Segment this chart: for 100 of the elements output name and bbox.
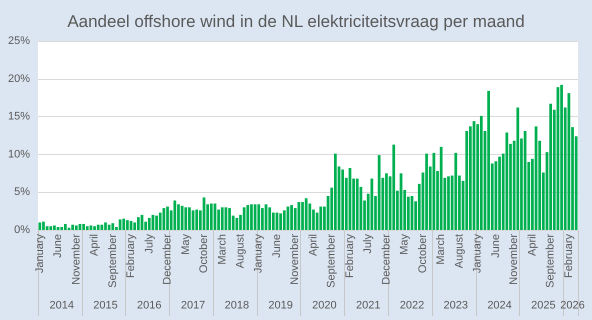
bar (108, 224, 111, 230)
x-tick-label: February (344, 234, 356, 278)
bar (246, 205, 250, 230)
bar (42, 222, 45, 230)
bar (264, 204, 268, 230)
x-tick-label: November (289, 234, 302, 285)
y-tick-label: 10% (8, 148, 30, 160)
bar (454, 152, 458, 230)
bar (202, 197, 206, 230)
bar (148, 218, 151, 230)
bar (505, 132, 508, 230)
text: 2023 (444, 300, 468, 312)
x-tick-label: March (435, 234, 448, 265)
bar (301, 202, 304, 230)
bar (38, 222, 42, 230)
bar (440, 146, 443, 230)
bar (177, 204, 180, 230)
bar (385, 173, 388, 230)
bar (534, 126, 538, 230)
bar (524, 130, 526, 230)
bar (152, 214, 154, 230)
bar (298, 202, 300, 230)
bar (56, 226, 60, 230)
bar (136, 217, 140, 230)
bar (250, 204, 253, 230)
bar (400, 173, 402, 230)
bar (82, 224, 85, 230)
bar (568, 93, 570, 230)
text: 2018 (224, 300, 250, 312)
y-tick-label: 25% (8, 35, 30, 47)
bar (118, 219, 122, 230)
bar (410, 196, 414, 230)
x-tick-label: February (562, 234, 575, 278)
chart-title: Aandeel offshore wind in de NL elektriciteitsvraag per maand (67, 12, 525, 31)
bar (122, 218, 126, 230)
bar (392, 144, 396, 230)
bar (180, 206, 184, 230)
text: 2014 (49, 300, 74, 312)
bar (195, 210, 198, 230)
x-tick-label: December (380, 234, 392, 285)
bar (214, 204, 216, 230)
bar (220, 207, 224, 230)
text: 2021 (356, 300, 380, 312)
bar (228, 208, 231, 230)
bar (140, 214, 144, 230)
bar (432, 152, 436, 230)
bar (516, 108, 520, 230)
x-tick-label: July (143, 234, 156, 254)
text: 2026 (560, 300, 585, 312)
bar (286, 206, 290, 230)
x-tick-label: August (453, 234, 466, 268)
bar (71, 224, 74, 230)
bar (100, 224, 104, 230)
bar (86, 226, 89, 230)
bar (290, 205, 293, 230)
bar (425, 154, 428, 230)
x-tick-label: July (362, 234, 374, 254)
bar (155, 216, 158, 230)
x-tick-label: May (398, 234, 411, 255)
bar (162, 208, 166, 230)
bar (334, 154, 337, 230)
bar (268, 207, 272, 230)
text: 2016 (137, 300, 162, 312)
bar (188, 207, 191, 230)
bar (304, 198, 308, 230)
bar (480, 116, 483, 230)
bar (126, 220, 129, 230)
text: 2017 (180, 300, 206, 312)
bar (49, 226, 52, 230)
bar (341, 170, 344, 230)
x-tick-label: January (34, 234, 46, 274)
text: 2020 (312, 300, 337, 312)
y-tick-label: 20% (8, 72, 30, 85)
bar (111, 223, 114, 230)
y-tick-label: 15% (8, 110, 30, 123)
bar (257, 204, 260, 230)
bar (173, 200, 176, 230)
bar (378, 155, 381, 230)
x-tick-label: April (526, 234, 538, 256)
x-tick-label: September (326, 234, 338, 288)
bar (96, 224, 100, 230)
bar (254, 204, 256, 230)
x-tick-label: January (252, 234, 265, 274)
bar (53, 225, 56, 230)
x-tick-label: November (508, 234, 520, 285)
bar (472, 121, 476, 230)
x-tick-label: December (162, 234, 174, 285)
bar (130, 220, 132, 230)
x-tick-label: April (307, 234, 320, 256)
y-tick-label: 5% (14, 186, 30, 198)
bar (447, 176, 450, 230)
bar (210, 204, 213, 230)
bar (74, 225, 78, 230)
x-tick-label: January (472, 234, 484, 274)
bar (235, 218, 238, 230)
text: 2022 (400, 300, 424, 312)
bar (224, 207, 228, 230)
bar (370, 178, 374, 230)
text: 2024 (487, 300, 512, 312)
bar (348, 168, 352, 230)
